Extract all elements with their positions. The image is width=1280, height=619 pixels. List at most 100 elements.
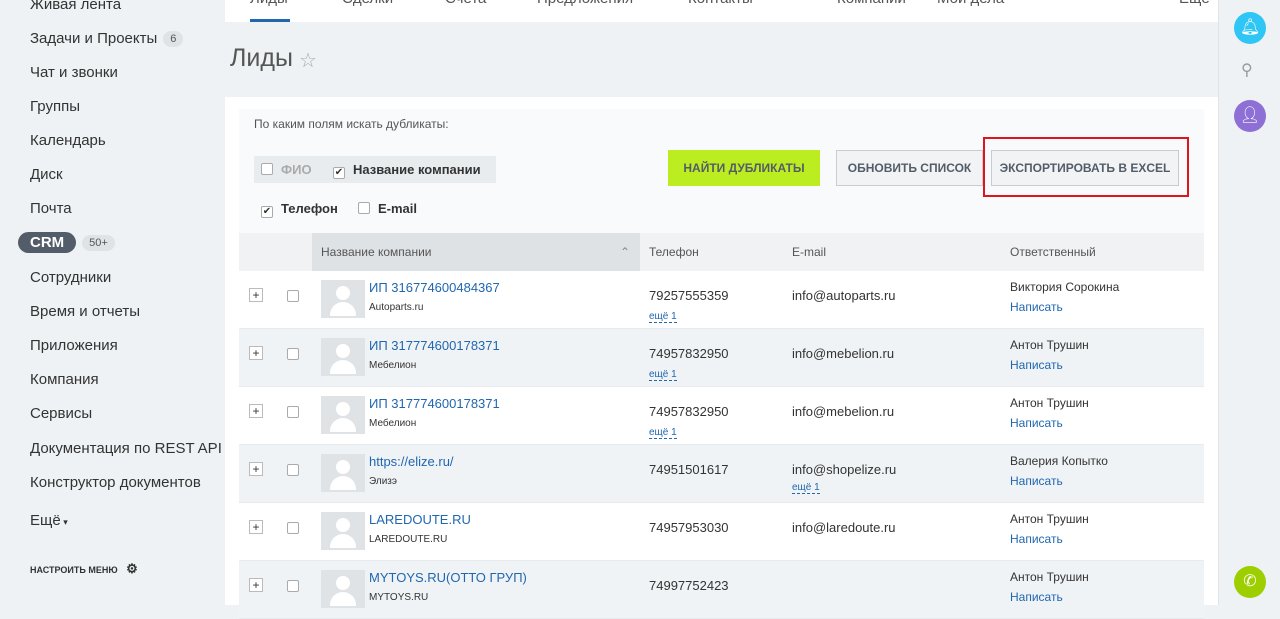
sidebar-item[interactable]: Сервисы [30,405,92,422]
sidebar-item[interactable]: Календарь [30,132,106,149]
phone-icon[interactable]: ✆ [1234,566,1266,598]
expand-icon[interactable]: + [249,404,263,418]
sidebar-item[interactable]: Приложения [30,337,118,354]
field-company[interactable]: ✔ Название компании [333,161,481,179]
expand-icon[interactable]: + [249,346,263,360]
sidebar-item[interactable]: Живая лента [30,0,121,13]
row-checkbox[interactable] [287,290,299,302]
expand-icon[interactable]: + [249,578,263,592]
expand-icon[interactable]: + [249,520,263,534]
phone: 74957832950 [649,404,729,419]
page-title: Лиды [230,44,293,72]
write-link[interactable]: Написать [1010,590,1063,604]
phone: 79257555359 [649,288,729,303]
sidebar-item[interactable]: CRM 50+ [18,232,115,253]
expand-icon[interactable]: + [249,288,263,302]
email: info@mebelion.ru [792,404,895,419]
user-avatar-icon[interactable]: 👤︎ [1234,100,1266,132]
sidebar-item-label: Конструктор документов [30,474,201,491]
email: info@autoparts.ru [792,288,896,303]
write-link[interactable]: Написать [1010,358,1063,372]
sidebar-item-label: Живая лента [30,0,122,13]
responsible: Антон Трушин [1010,396,1089,410]
sidebar-item[interactable]: Ещё ▾ [30,512,68,529]
tab[interactable]: Мои дела [937,0,1004,7]
table-row: + LAREDOUTE.RU LAREDOUTE.RU 74957953030 … [239,503,1204,561]
company-link[interactable]: LAREDOUTE.RU [369,512,471,527]
row-checkbox[interactable] [287,580,299,592]
tab[interactable]: Лиды [250,0,288,7]
checkbox[interactable] [261,163,273,175]
checkbox-checked[interactable]: ✔ [261,206,273,218]
row-checkbox[interactable] [287,348,299,360]
company-subtitle: LAREDOUTE.RU [369,534,448,545]
phone-more-link[interactable]: ещё 1 [649,311,677,323]
phone-more-link[interactable]: ещё 1 [649,427,677,439]
checkbox[interactable] [358,202,370,214]
tab[interactable]: Компании [837,0,906,7]
company-link[interactable]: MYTOYS.RU(ОТТО ГРУП) [369,570,527,585]
sidebar-item[interactable]: Задачи и Проекты 6 [30,30,184,47]
table-row: + https://elize.ru/ Элизэ 74951501617 in… [239,445,1204,503]
field-phone[interactable]: ✔ Телефон [261,200,338,218]
sidebar-item[interactable]: Почта [30,200,72,217]
configure-menu-link[interactable]: НАСТРОИТЬ МЕНЮ ⚙ [30,561,138,577]
write-link[interactable]: Написать [1010,474,1063,488]
phone-more-link[interactable]: ещё 1 [649,369,677,381]
responsible: Антон Трушин [1010,338,1089,352]
write-link[interactable]: Написать [1010,416,1063,430]
sidebar-item[interactable]: Сотрудники [30,269,111,286]
header-phone[interactable]: Телефон [649,245,699,259]
search-icon[interactable]: ⚲ [1241,62,1253,79]
tab[interactable]: Сделки [342,0,393,7]
company-link[interactable]: ИП 317774600178371 [369,338,500,353]
sidebar-item[interactable]: Конструктор документов [30,474,201,491]
responsible: Антон Трушин [1010,512,1089,526]
sidebar-item[interactable]: Компания [30,371,99,388]
field-email[interactable]: E-mail [358,200,417,218]
field-fio[interactable]: ФИО [261,161,312,179]
write-link[interactable]: Написать [1010,300,1063,314]
sidebar-item[interactable]: Группы [30,98,80,115]
company-avatar [321,280,365,318]
star-icon[interactable]: ☆ [299,50,317,72]
tab[interactable]: Счета [445,0,486,7]
bell-icon[interactable]: 🔔︎ [1234,12,1266,44]
tab[interactable]: Ещё [1179,0,1210,7]
header-company[interactable]: Название компании ⌃ [312,233,640,271]
table-row: + ИП 317774600178371 Мебелион 7495783295… [239,329,1204,387]
row-checkbox[interactable] [287,464,299,476]
phone: 74957953030 [649,520,729,535]
tab[interactable]: Предложения [537,0,633,7]
find-duplicates-button[interactable]: НАЙТИ ДУБЛИКАТЫ [668,150,820,186]
field-label: Название компании [353,162,481,177]
sidebar-item[interactable]: Диск [30,166,63,183]
responsible: Виктория Сорокина [1010,280,1120,294]
write-link[interactable]: Написать [1010,532,1063,546]
responsible: Валерия Копытко [1010,454,1108,468]
checkbox-checked[interactable]: ✔ [333,167,345,179]
tab[interactable]: Контакты [688,0,753,7]
sidebar-item[interactable]: Чат и звонки [30,64,118,81]
company-subtitle: Элизэ [369,476,397,487]
email: info@shopelize.ru [792,462,897,477]
row-checkbox[interactable] [287,406,299,418]
right-sidebar: 🔔︎ ⚲ 👤︎ ✆ [1218,0,1280,605]
header-email[interactable]: E-mail [792,245,827,259]
gear-icon: ⚙ [126,561,138,576]
header-responsible[interactable]: Ответственный [1010,245,1096,259]
sidebar-item[interactable]: Документация по REST API [30,440,222,457]
sidebar-item-label: CRM [18,232,77,253]
company-link[interactable]: ИП 317774600178371 [369,396,500,411]
export-excel-button[interactable]: ЭКСПОРТИРОВАТЬ В EXCEL [991,150,1179,186]
expand-icon[interactable]: + [249,462,263,476]
sidebar-item-label: Группы [30,98,80,115]
email: info@mebelion.ru [792,346,895,361]
row-checkbox[interactable] [287,522,299,534]
refresh-list-button[interactable]: ОБНОВИТЬ СПИСОК [836,150,983,186]
company-link[interactable]: https://elize.ru/ [369,454,454,469]
company-link[interactable]: ИП 316774600484367 [369,280,500,295]
sidebar-item[interactable]: Время и отчеты [30,303,140,320]
email-more-link[interactable]: ещё 1 [792,482,820,494]
highlight-box [983,137,1189,197]
